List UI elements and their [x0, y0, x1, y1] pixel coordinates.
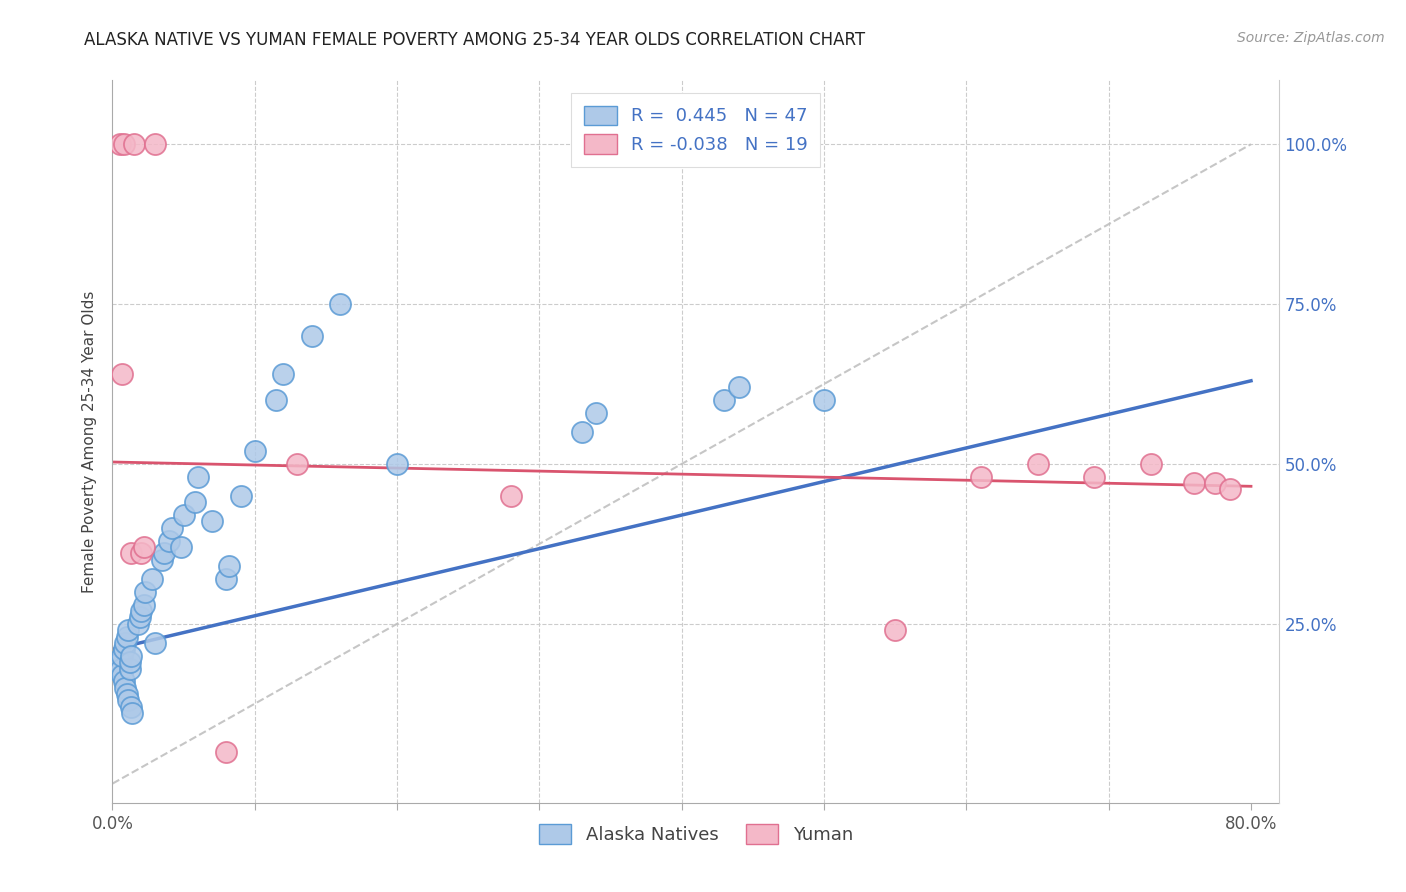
Point [111, 648, 134, 663]
Point [118, 661, 141, 675]
Point [128, 610, 150, 624]
Point [112, 642, 135, 657]
Point [218, 559, 240, 574]
Point [585, 406, 607, 420]
Point [120, 546, 142, 560]
Point [813, 392, 835, 407]
Text: ALASKA NATIVE VS YUMAN FEMALE POVERTY AMONG 25-34 YEAR OLDS CORRELATION CHART: ALASKA NATIVE VS YUMAN FEMALE POVERTY AM… [84, 31, 866, 49]
Point [1219, 483, 1241, 497]
Point [132, 540, 155, 554]
Point [287, 457, 309, 471]
Point [173, 508, 195, 522]
Point [184, 495, 207, 509]
Point [385, 457, 408, 471]
Point [884, 623, 907, 637]
Point [114, 636, 136, 650]
Text: Source: ZipAtlas.com: Source: ZipAtlas.com [1237, 31, 1385, 45]
Point [1026, 457, 1049, 471]
Point [117, 623, 139, 637]
Point [969, 469, 991, 483]
Point [129, 604, 152, 618]
Point [112, 137, 135, 152]
Point [201, 515, 224, 529]
Point [127, 616, 149, 631]
Point [264, 392, 287, 407]
Point [108, 137, 131, 152]
Point [115, 630, 138, 644]
Point [271, 368, 294, 382]
Point [215, 572, 238, 586]
Point [132, 598, 155, 612]
Point [215, 745, 238, 759]
Point [120, 699, 142, 714]
Point [243, 444, 266, 458]
Point [499, 489, 522, 503]
Point [108, 655, 131, 669]
Point [112, 674, 135, 689]
Point [117, 693, 139, 707]
Point [1083, 469, 1105, 483]
Point [129, 546, 152, 560]
Point [1140, 457, 1163, 471]
Point [713, 392, 735, 407]
Point [170, 540, 193, 554]
Point [571, 425, 593, 439]
Point [143, 137, 166, 152]
Point [187, 469, 209, 483]
Point [111, 368, 134, 382]
Point [152, 546, 174, 560]
Point [121, 706, 143, 721]
Point [1204, 476, 1226, 491]
Point [134, 584, 156, 599]
Point [150, 553, 173, 567]
Point [1182, 476, 1205, 491]
Point [111, 668, 134, 682]
Legend: Alaska Natives, Yuman: Alaska Natives, Yuman [531, 817, 860, 852]
Point [141, 572, 163, 586]
Y-axis label: Female Poverty Among 25-34 Year Olds: Female Poverty Among 25-34 Year Olds [82, 291, 97, 592]
Point [122, 137, 145, 152]
Point [727, 380, 749, 394]
Point [157, 533, 180, 548]
Point [115, 687, 138, 701]
Point [110, 661, 132, 675]
Point [118, 655, 141, 669]
Point [143, 636, 166, 650]
Point [114, 681, 136, 695]
Point [162, 521, 184, 535]
Point [329, 297, 352, 311]
Point [229, 489, 252, 503]
Point [301, 329, 323, 343]
Point [120, 648, 142, 663]
